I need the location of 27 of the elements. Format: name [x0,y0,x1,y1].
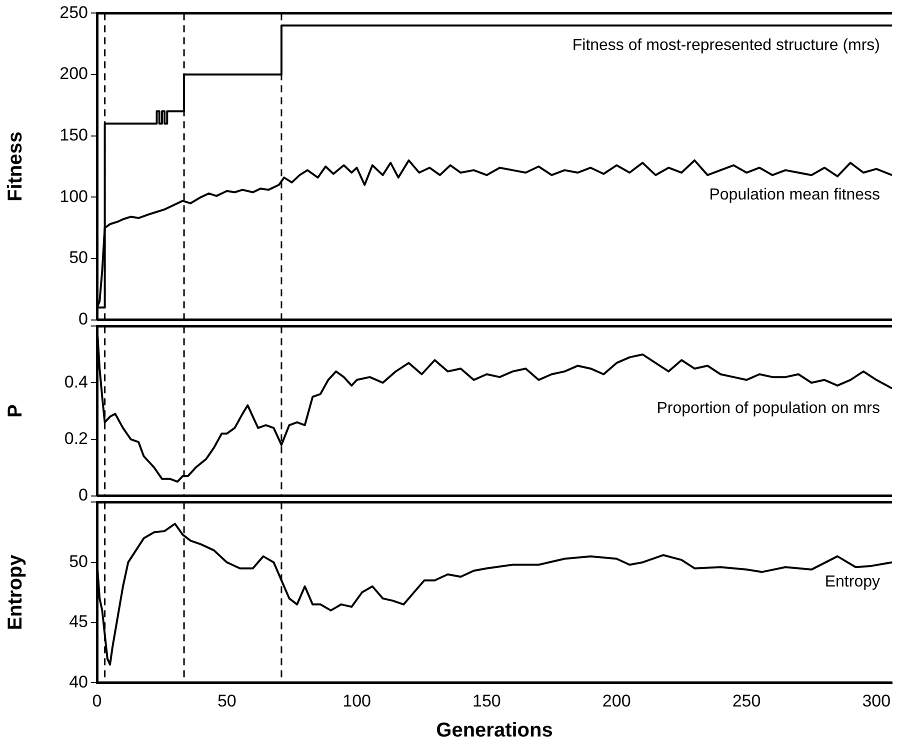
series-label: Entropy [824,574,880,591]
y-axis-title: Entropy [4,554,27,630]
x-axis-title: Generations [436,720,553,742]
y-tick-label: 50 [69,552,88,572]
x-tick-label: 150 [472,691,501,710]
series-label: Proportion of population on mrs [656,400,880,417]
x-tick-label: 100 [342,691,371,710]
y-tick-label: 200 [60,64,88,84]
y-tick-label: 250 [60,2,88,22]
y-tick-label: 50 [69,248,88,268]
series-label: Fitness of most-represented structure (mrs) [572,36,880,54]
y-tick-label: 40 [69,672,88,692]
x-tick-label: 300 [862,691,891,710]
y-tick-label: 0.4 [64,372,88,392]
y-tick-label: 0.2 [64,428,88,448]
y-tick-label: 100 [60,186,88,206]
x-tick-label: 250 [732,691,761,710]
x-tick-label: 50 [217,691,236,710]
y-tick-label: 45 [69,612,88,632]
y-axis-title: Fitness [4,131,27,202]
y-tick-label: 0 [78,485,88,504]
x-tick-label: 200 [602,691,631,710]
series-label: Population mean fitness [709,186,880,204]
y-tick-label: 0 [78,309,88,328]
y-tick-label: 150 [60,126,88,145]
y-axis-title: P [4,404,27,418]
x-tick-label: 0 [92,691,102,710]
